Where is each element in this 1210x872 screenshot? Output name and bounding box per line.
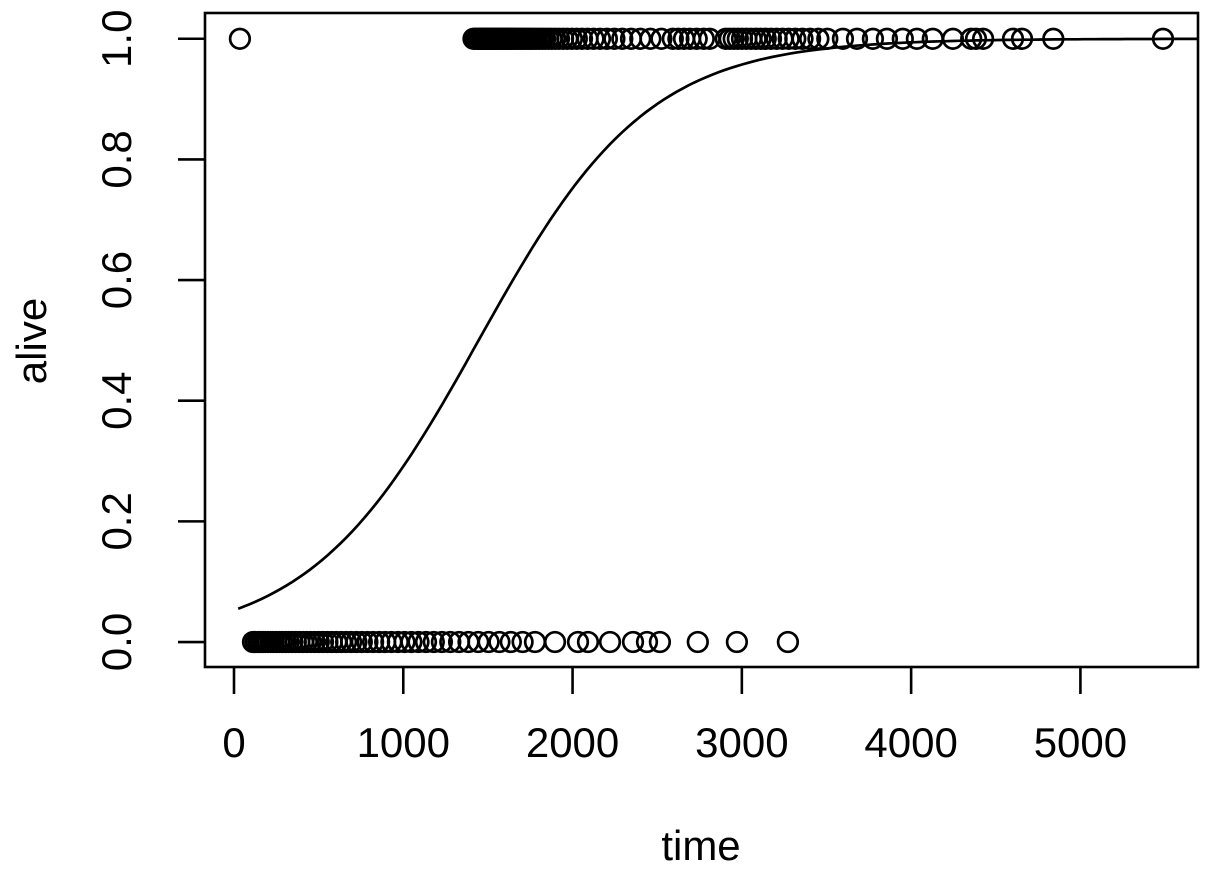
data-point-alive-1 bbox=[831, 27, 855, 50]
data-point-alive-0 bbox=[776, 630, 800, 654]
data-point-alive-1 bbox=[639, 27, 662, 50]
data-point-alive-0 bbox=[439, 630, 462, 654]
data-point-alive-1 bbox=[1151, 27, 1175, 50]
data-point-alive-1 bbox=[905, 27, 929, 50]
y-tick-label: 0.2 bbox=[93, 492, 140, 550]
data-point-alive-0 bbox=[725, 630, 749, 654]
data-point-alive-1 bbox=[845, 27, 869, 50]
data-point-alive-0 bbox=[621, 630, 645, 654]
data-point-alive-1 bbox=[650, 27, 673, 50]
data-point-alive-1 bbox=[595, 27, 619, 50]
data-point-alive-0 bbox=[407, 630, 430, 654]
data-point-alive-1 bbox=[816, 27, 839, 50]
data-point-alive-1 bbox=[964, 27, 988, 50]
y-tick-label: 0.4 bbox=[93, 372, 140, 430]
data-point-alive-0 bbox=[511, 630, 534, 654]
y-tick-label: 0.8 bbox=[93, 130, 140, 188]
data-point-alive-1 bbox=[692, 27, 715, 50]
data-point-alive-1 bbox=[603, 27, 626, 50]
y-tick-label: 0.0 bbox=[93, 613, 140, 671]
data-point-alive-1 bbox=[891, 27, 914, 50]
data-point-alive-0 bbox=[648, 630, 672, 654]
data-point-alive-1 bbox=[777, 27, 800, 50]
data-point-alive-0 bbox=[635, 630, 659, 654]
data-point-alive-1 bbox=[798, 27, 822, 50]
data-point-alive-1 bbox=[685, 27, 708, 50]
data-point-alive-0 bbox=[430, 630, 454, 654]
data-point-alive-0 bbox=[422, 630, 445, 654]
data-point-alive-1 bbox=[759, 27, 783, 50]
data-point-alive-1 bbox=[570, 27, 594, 50]
x-tick-label: 1000 bbox=[357, 719, 450, 766]
data-point-alive-0 bbox=[393, 630, 416, 654]
x-tick-label: 0 bbox=[222, 719, 245, 766]
data-point-alive-0 bbox=[345, 630, 368, 654]
data-point-alive-1 bbox=[228, 27, 252, 50]
data-point-alive-1 bbox=[875, 27, 899, 50]
x-tick-label: 4000 bbox=[864, 719, 957, 766]
data-point-alive-1 bbox=[611, 27, 634, 50]
data-point-alive-1 bbox=[1010, 27, 1034, 50]
x-axis-label: time bbox=[661, 822, 740, 869]
y-tick-label: 0.6 bbox=[93, 251, 140, 309]
data-point-alive-0 bbox=[477, 630, 500, 654]
data-point-alive-0 bbox=[356, 630, 379, 654]
data-point-alive-1 bbox=[784, 27, 807, 50]
data-point-alive-0 bbox=[523, 630, 547, 654]
y-axis-label: alive bbox=[8, 298, 55, 384]
data-point-alive-1 bbox=[588, 27, 612, 50]
data-point-alive-0 bbox=[686, 630, 709, 654]
data-point-alive-1 bbox=[1001, 27, 1025, 50]
logistic-fit-curve bbox=[237, 37, 1198, 610]
data-point-alive-1 bbox=[941, 27, 965, 50]
x-tick-label: 5000 bbox=[1034, 719, 1127, 766]
data-point-alive-0 bbox=[414, 630, 438, 654]
data-point-alive-0 bbox=[350, 630, 373, 654]
x-tick-label: 3000 bbox=[695, 719, 788, 766]
data-point-alive-1 bbox=[629, 27, 652, 50]
data-point-alive-1 bbox=[971, 27, 995, 50]
x-tick-label: 2000 bbox=[526, 719, 619, 766]
data-point-alive-1 bbox=[807, 27, 830, 50]
data-point-alive-0 bbox=[543, 630, 567, 654]
y-tick-label: 1.0 bbox=[93, 10, 140, 68]
plot-border bbox=[203, 11, 1200, 669]
data-point-alive-1 bbox=[791, 27, 814, 50]
data-point-alive-0 bbox=[576, 630, 600, 654]
data-point-alive-1 bbox=[1042, 27, 1065, 50]
data-point-alive-1 bbox=[661, 27, 684, 50]
data-point-alive-0 bbox=[598, 630, 622, 654]
chart-area: 0 1000 2000 3000 4000 5000 0.0 0.2 0.4 0.6 0.8 1.0 bbox=[93, 10, 1200, 766]
data-point-alive-0 bbox=[400, 630, 423, 654]
data-point-alive-0 bbox=[566, 630, 590, 654]
data-point-alive-1 bbox=[861, 27, 885, 50]
data-point-alive-0 bbox=[499, 630, 522, 654]
data-point-alive-0 bbox=[467, 630, 490, 654]
data-point-alive-0 bbox=[488, 630, 511, 654]
